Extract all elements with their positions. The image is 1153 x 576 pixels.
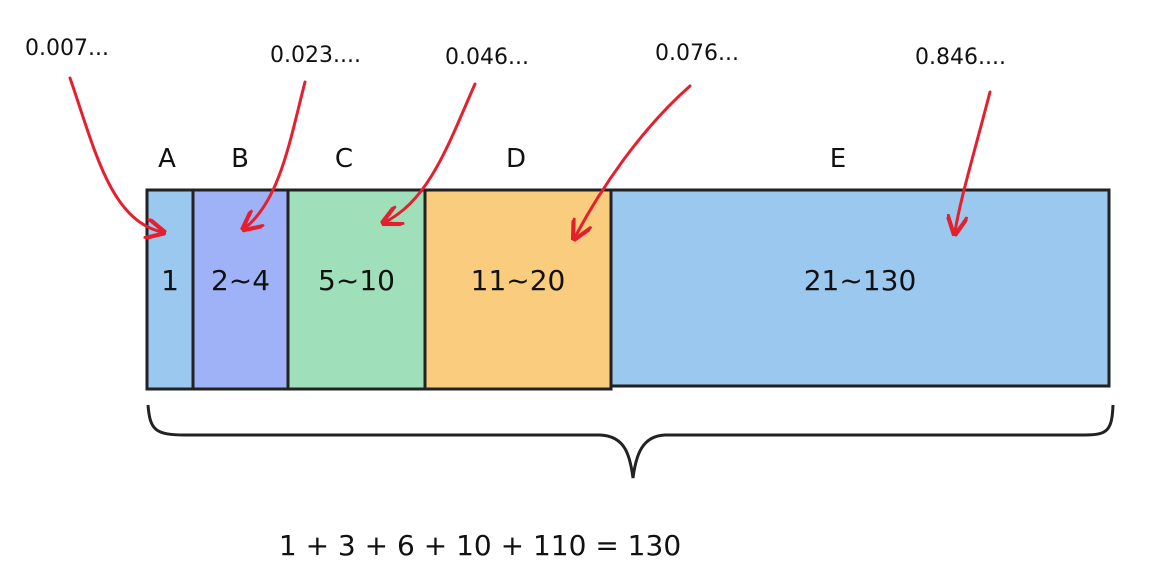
segment-letter: D	[506, 144, 526, 174]
red-arrow	[385, 82, 477, 222]
red-arrow	[245, 80, 307, 228]
segment-letter: E	[830, 144, 846, 174]
red-arrow	[575, 84, 692, 237]
red-arrow	[68, 76, 162, 232]
curly-brace	[146, 404, 1115, 479]
segment-probability: 0.046...	[445, 45, 529, 70]
red-arrow	[955, 90, 992, 232]
segment-range: 5~10	[318, 264, 395, 297]
segment-range: 1	[161, 264, 179, 297]
segment-box	[609, 188, 1111, 388]
segment-a: 1 A 0.007...	[25, 36, 195, 391]
segment-letter: A	[158, 144, 176, 174]
sum-equation: 1 + 3 + 6 + 10 + 110 = 130	[279, 529, 681, 562]
segment-range: 11~20	[471, 264, 566, 297]
segment-range: 2~4	[211, 264, 270, 297]
segment-e: 21~130 E 0.846....	[609, 45, 1111, 388]
segment-probability: 0.076...	[655, 41, 739, 66]
segment-probability: 0.007...	[25, 36, 109, 61]
segment-range: 21~130	[804, 264, 917, 297]
segment-letter: B	[231, 144, 249, 174]
segment-c: 5~10 C 0.046...	[286, 45, 529, 391]
segment-probability: 0.023....	[270, 43, 361, 68]
segment-letter: C	[335, 144, 353, 174]
segment-probability: 0.846....	[915, 45, 1006, 70]
